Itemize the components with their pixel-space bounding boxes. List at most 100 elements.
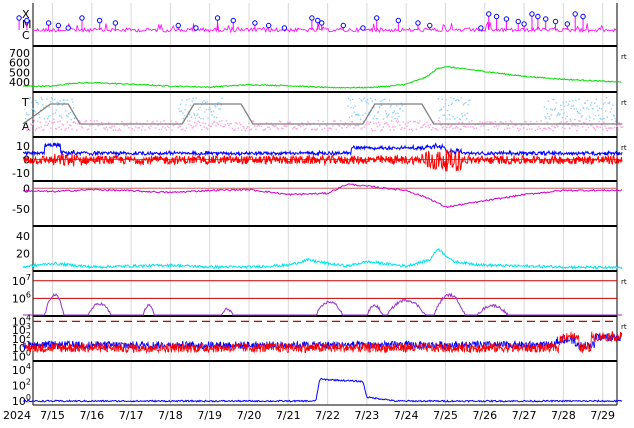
alpha-ratio-point: [449, 125, 452, 127]
alpha-ratio-point: [349, 125, 352, 127]
temperature-point: [389, 106, 391, 108]
temperature-point: [442, 114, 444, 116]
right-label-solar_wind_speed: rt: [621, 53, 627, 61]
temperature-point: [190, 116, 193, 118]
temperature-point: [565, 101, 568, 103]
temperature-point: [197, 113, 199, 115]
x-tick-label: 7/27: [512, 409, 537, 422]
temperature-point: [575, 108, 578, 110]
alpha-ratio-point: [258, 125, 261, 127]
alpha-ratio-point: [307, 121, 309, 123]
temperature-point: [594, 102, 596, 104]
alpha-ratio-point: [526, 128, 528, 131]
alpha-ratio-point: [309, 124, 311, 126]
alpha-ratio-point: [387, 124, 389, 126]
temperature-point: [551, 109, 553, 111]
ytick-dst--50: -50: [12, 203, 30, 216]
flare-event-marker: [543, 16, 549, 22]
alpha-ratio-point: [34, 129, 37, 131]
alpha-ratio-point: [109, 126, 111, 129]
alpha-ratio-point: [396, 121, 399, 124]
temperature-point: [359, 118, 362, 121]
alpha-ratio-point: [469, 125, 472, 128]
temperature-point: [585, 118, 587, 120]
alpha-ratio-point: [462, 125, 465, 127]
x-tick-label: 7/22: [315, 409, 340, 422]
alpha-ratio-point: [428, 126, 431, 128]
temperature-point: [65, 110, 67, 112]
alpha-ratio-point: [598, 120, 600, 123]
temperature-point: [601, 107, 603, 110]
alpha-ratio-point: [127, 127, 130, 129]
temperature-point: [462, 104, 465, 106]
alpha-ratio-point: [471, 120, 473, 122]
temperature-point: [448, 114, 450, 116]
x-tick-label: 7/16: [79, 409, 104, 422]
alpha-ratio-point: [289, 121, 291, 123]
alpha-ratio-point: [191, 127, 194, 129]
alpha-ratio-point: [413, 120, 415, 123]
temperature-point: [451, 103, 453, 106]
temperature-point: [380, 100, 382, 102]
flare-event-marker: [580, 13, 586, 20]
alpha-ratio-point: [47, 122, 50, 125]
alpha-ratio-point: [30, 123, 32, 125]
alpha-ratio-point: [465, 126, 467, 128]
alpha-ratio-point: [599, 126, 601, 128]
temperature-point: [183, 115, 186, 117]
alpha-ratio-point: [603, 121, 605, 123]
temperature-point: [207, 117, 209, 119]
alpha-ratio-point: [406, 125, 408, 127]
alpha-ratio-point: [571, 125, 573, 127]
flare-event-marker: [16, 15, 22, 21]
temperature-point: [179, 110, 181, 113]
alpha-ratio-point: [255, 128, 257, 130]
alpha-ratio-point: [61, 123, 64, 126]
temperature-point: [366, 101, 368, 104]
temperature-point: [543, 106, 546, 108]
temperature-point: [63, 102, 65, 104]
alpha-ratio-point: [301, 122, 303, 124]
alpha-ratio-point: [364, 124, 367, 126]
x-tick-label: 7/19: [197, 409, 222, 422]
alpha-ratio-point: [492, 122, 494, 124]
alpha-ratio-point: [441, 127, 443, 129]
temperature-point: [602, 103, 604, 105]
temperature-point: [400, 102, 402, 104]
alpha-ratio-point: [105, 126, 107, 128]
temperature-point: [221, 97, 223, 99]
alpha-ratio-point: [195, 125, 197, 127]
alpha-ratio-point: [538, 125, 540, 128]
alpha-ratio-point: [525, 121, 527, 123]
temperature-point: [388, 113, 390, 116]
flare-event-marker: [521, 21, 527, 27]
temperature-point: [613, 115, 616, 117]
temperature-point: [559, 113, 561, 115]
alpha-ratio-point: [274, 125, 276, 128]
temperature-point: [439, 109, 441, 112]
temperature-point: [34, 111, 36, 113]
temperature-point: [608, 101, 611, 104]
temperature-point: [577, 112, 579, 114]
alpha-ratio-point: [93, 120, 96, 122]
temperature-point: [438, 117, 440, 119]
alpha-ratio-point: [489, 121, 492, 124]
temperature-point: [594, 115, 597, 117]
alpha-ratio-point: [529, 120, 532, 123]
alpha-ratio-point: [427, 124, 429, 127]
temperature-point: [32, 118, 35, 120]
alpha-ratio-point: [97, 125, 99, 127]
alpha-ratio-point: [438, 120, 440, 122]
temperature-point: [348, 98, 350, 100]
temperature-point: [38, 113, 40, 115]
alpha-ratio-point: [600, 123, 603, 126]
alpha-ratio-point: [435, 128, 438, 130]
alpha-ratio-point: [338, 125, 341, 127]
temperature-point: [598, 107, 601, 110]
alpha-ratio-point: [196, 123, 198, 125]
temperature-point: [179, 103, 182, 106]
temperature-point: [50, 101, 52, 103]
alpha-ratio-point: [419, 120, 421, 122]
flare-event-marker: [214, 15, 221, 21]
alpha-ratio-point: [421, 126, 423, 128]
